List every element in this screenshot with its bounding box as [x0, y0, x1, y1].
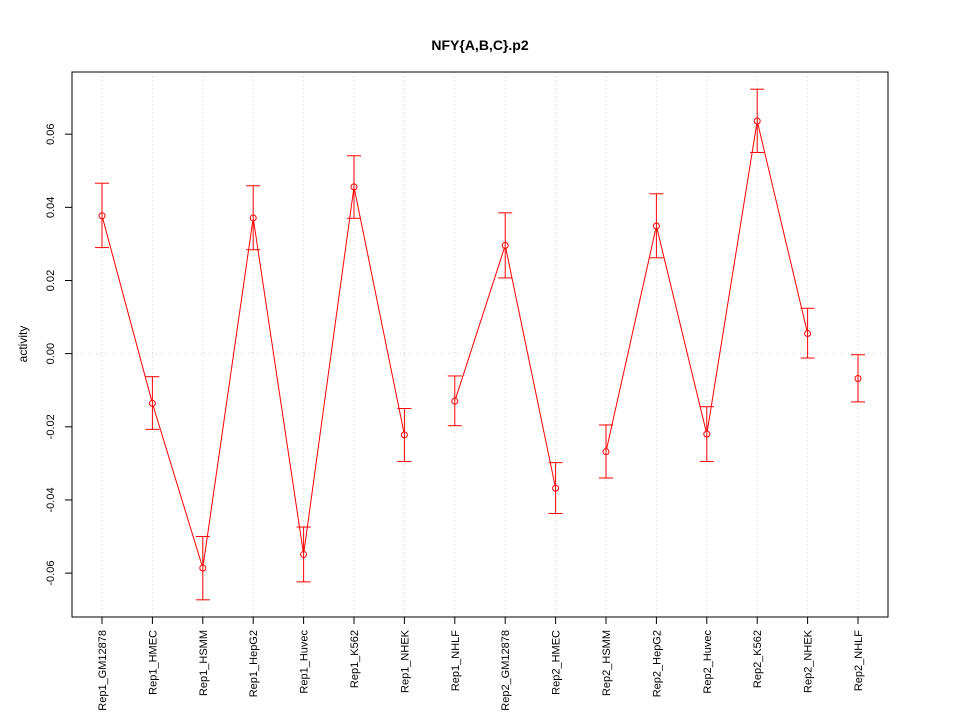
x-tick-label: Rep1_HSMM	[198, 630, 210, 696]
data-point	[652, 222, 660, 230]
y-tick-label: -0.04	[45, 487, 57, 512]
data-point	[552, 484, 560, 492]
series-segment	[455, 248, 505, 399]
series-segment	[102, 218, 153, 401]
data-point	[400, 431, 408, 439]
grid	[72, 72, 888, 617]
data-point	[753, 117, 761, 125]
y-tick-label: 0.04	[45, 197, 57, 218]
x-tick-label: Rep1_HMEC	[147, 630, 159, 695]
x-tick-label: Rep2_NHLF	[853, 630, 865, 691]
y-axis: -0.06 -0.04 -0.02 0.00 0.02 0.04 0.06	[45, 123, 73, 586]
data-point	[804, 330, 812, 338]
y-axis-label: activity	[16, 326, 30, 363]
x-tick-label: Rep2_HepG2	[651, 630, 663, 697]
series-segment	[202, 220, 254, 566]
series-segment	[152, 406, 203, 566]
data-points	[98, 117, 862, 572]
y-tick-label: 0.06	[45, 123, 57, 144]
x-tick-label: Rep1_NHEK	[399, 629, 411, 693]
x-tick-label: Rep1_Huvec	[299, 630, 311, 694]
y-tick-label: 0.02	[45, 270, 57, 291]
y-tick-label: 0.00	[45, 343, 57, 364]
series-segment	[706, 123, 758, 432]
x-tick-label: Rep2_GM12878	[500, 630, 512, 711]
data-point	[98, 212, 106, 220]
series-segment	[606, 228, 657, 449]
series-segment	[354, 189, 405, 433]
y-tick-label: -0.06	[45, 561, 57, 586]
data-point	[300, 550, 308, 558]
x-tick-label: Rep1_NHLF	[450, 630, 462, 691]
data-point	[148, 399, 156, 407]
series-segment	[757, 123, 808, 331]
data-point	[451, 397, 459, 405]
x-tick-label: Rep1_K562	[349, 630, 361, 688]
series-segment	[303, 189, 355, 552]
y-tick-label: -0.02	[45, 414, 57, 439]
data-point	[602, 448, 610, 456]
series-segment	[253, 220, 304, 552]
x-tick-label: Rep1_GM12878	[97, 630, 109, 711]
data-point	[199, 564, 207, 572]
x-tick-label: Rep1_HepG2	[248, 630, 260, 697]
x-tick-label: Rep2_HMEC	[551, 630, 563, 695]
series-line	[102, 123, 808, 566]
data-point	[501, 241, 509, 249]
series-segment	[505, 248, 556, 486]
x-tick-label: Rep2_HSMM	[601, 630, 613, 696]
series-segment	[656, 228, 707, 432]
data-point	[703, 430, 711, 438]
x-axis: Rep1_GM12878 Rep1_HMEC Rep1_HSMM Rep1_HepG2…	[97, 616, 865, 711]
chart-title: NFY{A,B,C}.p2	[431, 37, 528, 53]
error-bars	[95, 88, 865, 601]
data-point	[350, 183, 358, 191]
x-tick-label: Rep2_K562	[752, 630, 764, 688]
x-tick-label: Rep2_Huvec	[702, 630, 714, 694]
x-tick-label: Rep2_NHEK	[803, 629, 815, 693]
data-point	[249, 214, 257, 222]
data-point	[854, 375, 862, 383]
